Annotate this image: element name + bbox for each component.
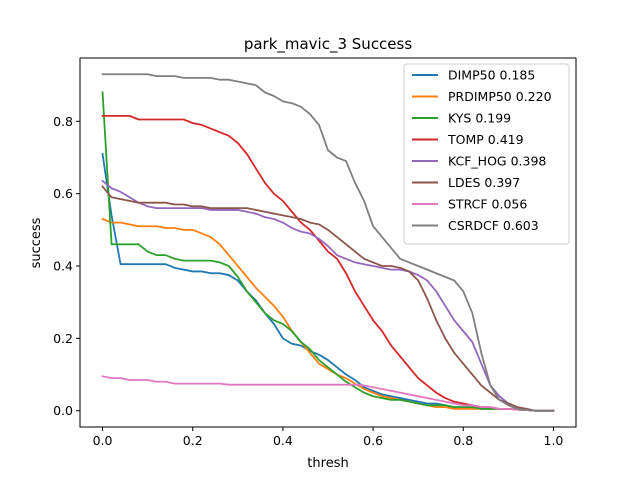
legend-series-auc: 0.185 xyxy=(500,68,536,83)
legend-entry-kys: KYS 0.199 xyxy=(448,111,511,126)
legend-series-name: CSRDCF xyxy=(448,218,499,233)
legend-series-name: KYS xyxy=(448,111,471,126)
legend: DIMP50 0.185 PRDIMP50 0.220 KYS 0.199 TOMP … xyxy=(403,63,570,245)
legend-series-name: STRCF xyxy=(448,197,488,212)
legend-series-name: LDES xyxy=(448,175,480,190)
legend-entry-csrdcf: CSRDCF 0.603 xyxy=(448,218,539,233)
series-line-strcf xyxy=(101,375,555,412)
series-line-kcf_hog xyxy=(101,179,555,412)
legend-series-auc: 0.419 xyxy=(488,132,524,147)
y-tick-label: 0.2 xyxy=(53,331,73,346)
series-line-csrdcf xyxy=(101,73,555,412)
legend-series-auc: 0.397 xyxy=(484,175,520,190)
legend-series-name: PRDIMP50 xyxy=(448,89,512,104)
legend-series-name: KCF_HOG xyxy=(448,154,507,169)
axes-frame xyxy=(79,57,577,428)
x-tick-label: 1.0 xyxy=(544,433,564,448)
x-axis: 0.0 0.2 0.4 0.6 0.8 1.0 xyxy=(93,427,564,448)
x-tick-label: 0.6 xyxy=(363,433,383,448)
y-axis: 0.0 0.2 0.4 0.6 0.8 xyxy=(53,114,80,418)
x-tick-label: 0.4 xyxy=(273,433,293,448)
x-tick-label: 0.8 xyxy=(453,433,473,448)
legend-series-name: TOMP xyxy=(447,132,484,147)
legend-box xyxy=(403,63,570,245)
legend-entry-prdimp50: PRDIMP50 0.220 xyxy=(448,89,552,104)
legend-series-auc: 0.220 xyxy=(516,89,552,104)
y-tick-label: 0.0 xyxy=(53,403,73,418)
legend-entry-kcf_hog: KCF_HOG 0.398 xyxy=(448,154,546,169)
legend-entry-dimp50: DIMP50 0.185 xyxy=(448,68,535,83)
x-tick-label: 0.2 xyxy=(183,433,203,448)
y-tick-label: 0.6 xyxy=(53,186,73,201)
chart-title: park_mavic_3 Success xyxy=(244,35,413,54)
y-axis-label: success xyxy=(29,217,44,268)
legend-series-auc: 0.199 xyxy=(475,111,511,126)
legend-series-auc: 0.056 xyxy=(492,197,528,212)
y-tick-label: 0.8 xyxy=(53,114,73,129)
y-tick-label: 0.4 xyxy=(53,259,73,274)
legend-series-auc: 0.398 xyxy=(511,154,547,169)
series-line-kys xyxy=(101,91,555,412)
legend-series-auc: 0.603 xyxy=(503,218,539,233)
plot-area xyxy=(101,73,555,412)
series-line-ldes xyxy=(101,185,555,412)
legend-entry-ldes: LDES 0.397 xyxy=(448,175,520,190)
legend-entry-tomp: TOMP 0.419 xyxy=(447,132,524,147)
legend-entry-strcf: STRCF 0.056 xyxy=(448,197,527,212)
x-tick-label: 0.0 xyxy=(93,433,113,448)
x-axis-label: thresh xyxy=(307,456,348,471)
legend-series-name: DIMP50 xyxy=(448,68,496,83)
